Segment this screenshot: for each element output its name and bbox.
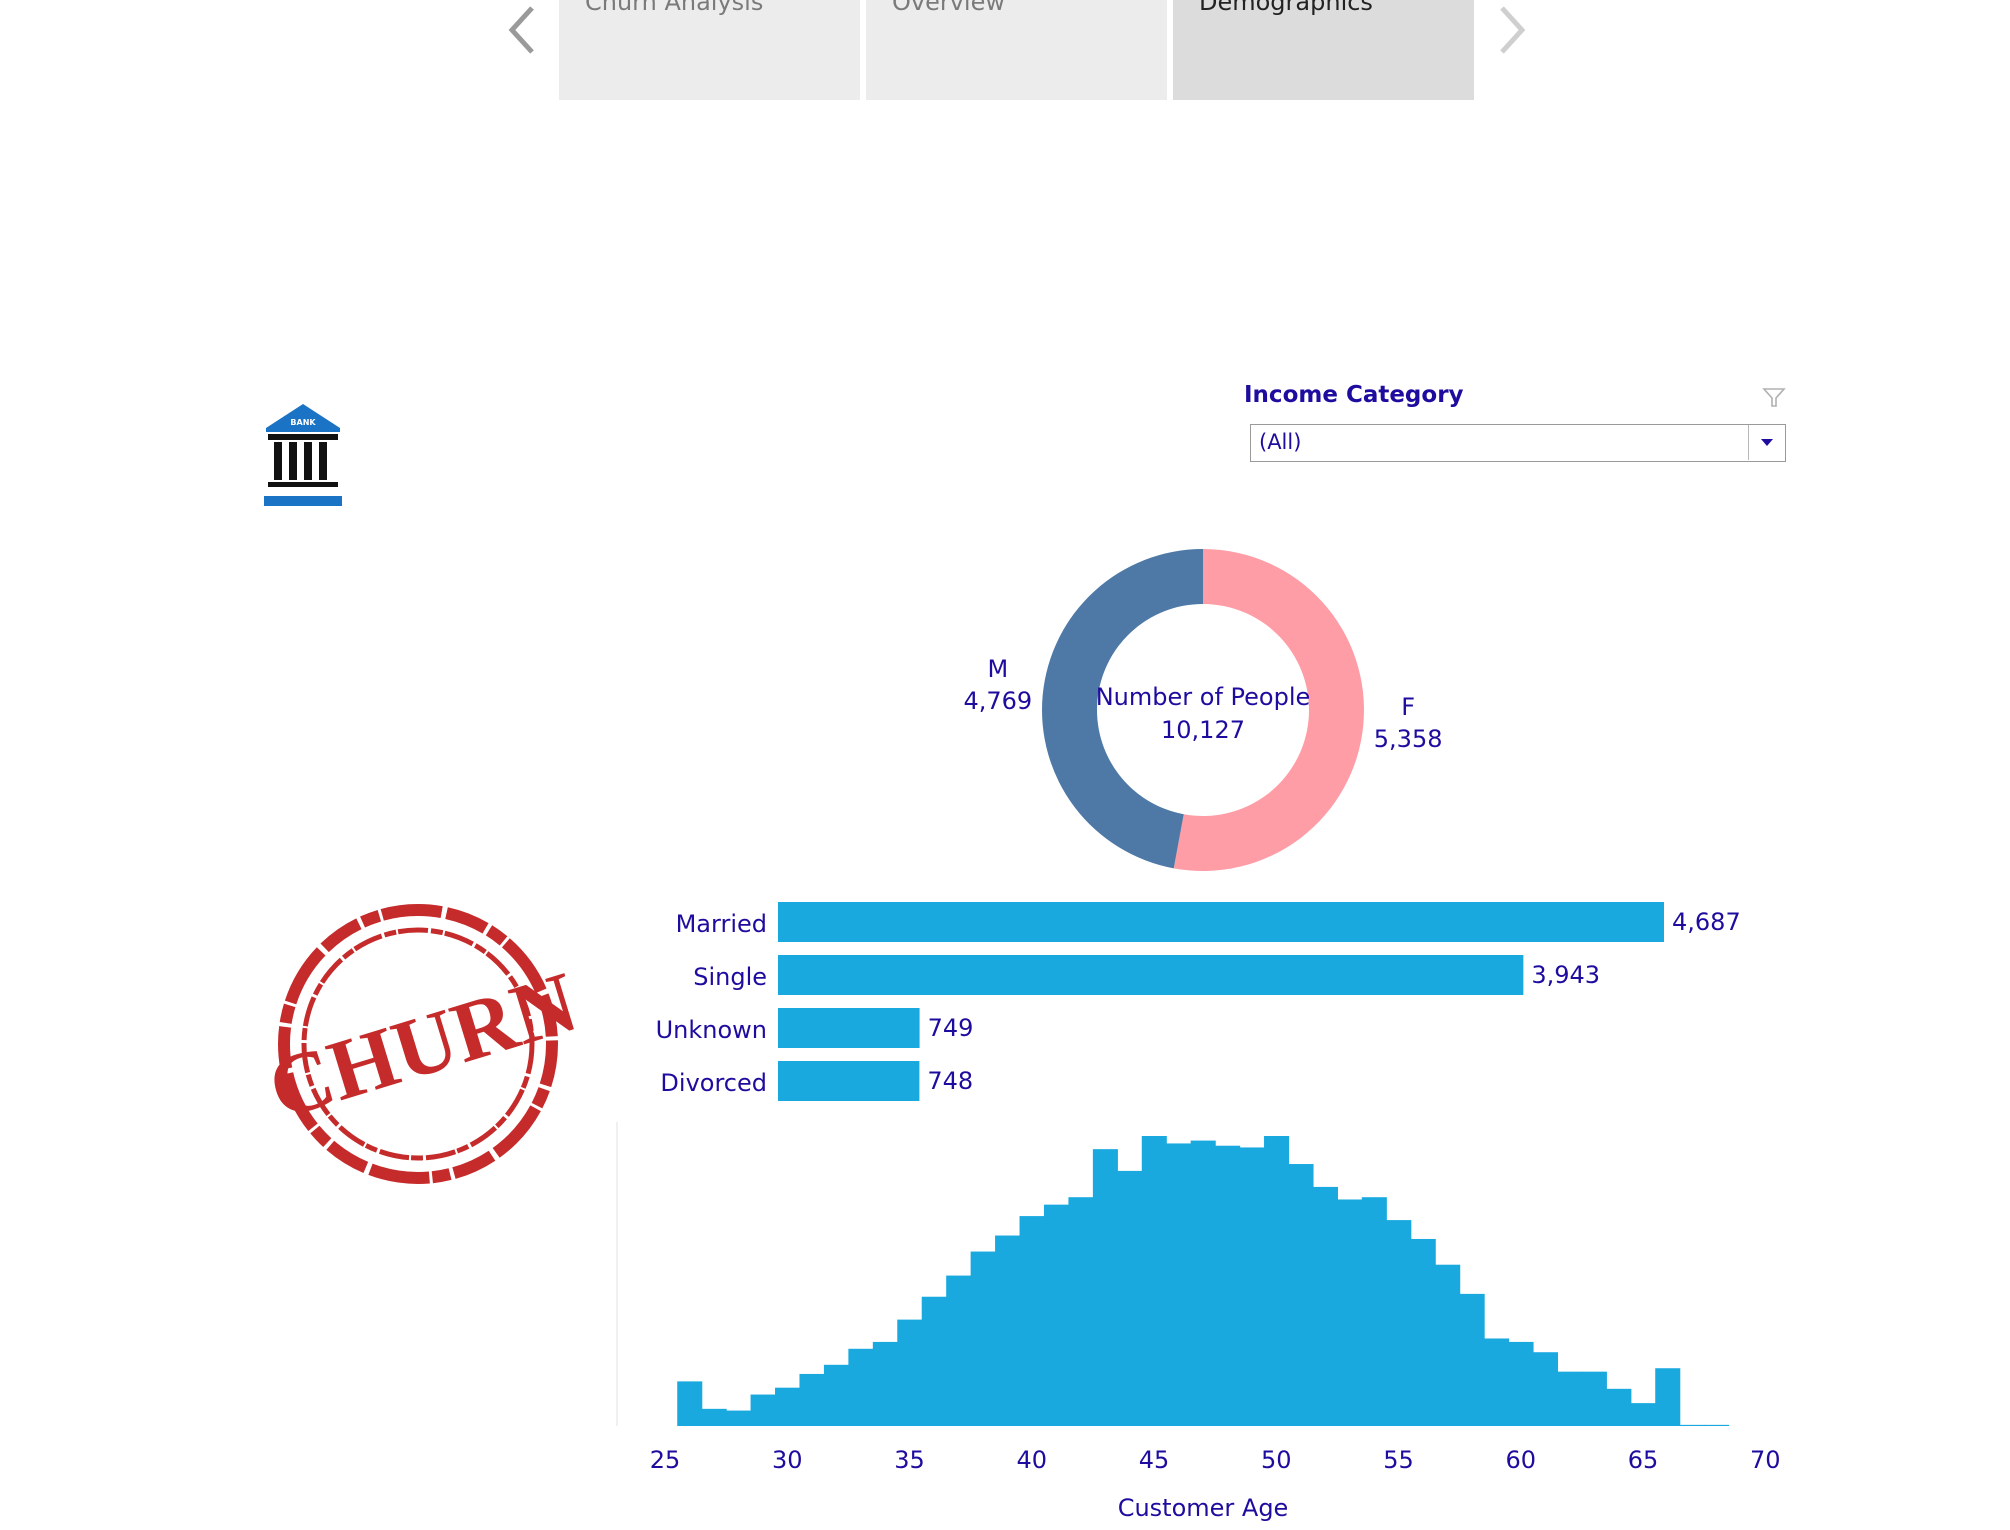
age-histogram-bar [726,1410,752,1426]
age-histogram-bar [1337,1199,1363,1426]
age-histogram-bar [1166,1143,1192,1426]
age-axis-tick-label: 35 [894,1446,925,1474]
age-histogram-bar [1117,1170,1143,1426]
age-histogram-bar [970,1251,996,1426]
age-histogram-bar [1704,1424,1730,1426]
age-histogram-bar [1019,1216,1045,1426]
age-histogram-bar [1459,1293,1485,1426]
age-histogram-bar [1386,1220,1412,1426]
age-histogram-bar [677,1381,703,1426]
age-axis-tick-label: 55 [1383,1446,1414,1474]
marital-value-label: 748 [927,1067,973,1095]
age-histogram-bar [1508,1341,1534,1426]
churn-stamp-image: CHURN [258,896,588,1192]
chevron-left-icon [508,6,534,54]
age-axis-tick-label: 50 [1261,1446,1292,1474]
age-histogram-bar [1190,1140,1216,1426]
donut-value-m: 4,769 [963,687,1032,715]
dropdown-selected-value: (All) [1259,430,1302,454]
age-axis-title: Customer Age [1118,1494,1289,1522]
age-axis-tick-label: 30 [772,1446,803,1474]
age-axis-tick-label: 25 [650,1446,681,1474]
age-histogram-bar [1606,1388,1632,1426]
age-histogram-bar [1312,1186,1338,1426]
age-axis-tick-label: 40 [1016,1446,1047,1474]
tabs-next-button[interactable] [1490,0,1532,66]
age-histogram-bar [1435,1264,1461,1426]
donut-value-f: 5,358 [1374,725,1443,753]
donut-label-m: M [987,655,1008,683]
age-histogram-bar [1264,1136,1290,1426]
age-histogram-bar [1557,1371,1583,1426]
age-histogram-bar [701,1408,727,1426]
tab-label: Churn Analysis [585,0,764,16]
donut-slice-m [1041,549,1203,869]
age-histogram-bar [848,1348,874,1426]
age-histogram-bar [1043,1204,1070,1426]
marital-category-label: Married [676,910,767,938]
age-axis-tick-label: 60 [1505,1446,1536,1474]
marital-bar [778,1061,920,1101]
age-histogram-bar [1655,1368,1681,1426]
age-histogram-bar [1092,1149,1118,1426]
marital-bar [778,955,1524,995]
age-histogram-bar [921,1296,947,1426]
tab-overview[interactable]: Overview [866,0,1168,100]
age-histogram-bar [1581,1371,1607,1426]
age-histogram-bar [1239,1147,1265,1426]
donut-label-f: F [1401,693,1415,721]
tab-churn-analysis[interactable]: Churn Analysis [559,0,861,100]
age-histogram-bar [1630,1403,1656,1426]
marital-value-label: 3,943 [1531,961,1600,989]
age-histogram-bar [750,1394,776,1426]
age-histogram-bar [1484,1338,1510,1426]
tabs-prev-button[interactable] [502,0,544,66]
age-histogram-bar [872,1341,898,1426]
age-histogram-bar [823,1364,849,1426]
age-axis-tick-label: 65 [1628,1446,1659,1474]
marital-category-label: Unknown [656,1016,767,1044]
age-histogram-bar [1679,1424,1705,1426]
marital-category-label: Divorced [660,1069,767,1097]
marital-bar [778,1008,920,1048]
age-histogram-bar [897,1319,923,1426]
age-histogram-bar [799,1373,825,1426]
age-histogram-bar [1361,1197,1387,1426]
age-histogram-bar [946,1275,972,1426]
donut-slice-f [1173,549,1364,871]
chevron-right-icon [1500,6,1526,54]
bank-logo: BANK [262,400,344,510]
age-histogram-bar [1288,1164,1314,1426]
age-axis-tick-label: 70 [1750,1446,1781,1474]
donut-center-label: Number of People [1096,683,1311,711]
caret-down-icon [1761,439,1773,446]
income-category-dropdown[interactable]: (All) [1250,424,1786,462]
logo-text: BANK [290,418,316,427]
age-histogram-bar [1068,1197,1094,1426]
marital-category-label: Single [693,963,767,991]
dropdown-toggle-button[interactable] [1748,425,1785,460]
age-axis-tick-label: 45 [1139,1446,1170,1474]
tab-label: Overview [892,0,1005,16]
age-histogram-bar [995,1235,1021,1426]
age-histogram-bar [775,1387,801,1426]
age-histogram-bar [1532,1352,1559,1426]
age-histogram-bar [1141,1136,1167,1426]
tab-label: Demographics [1199,0,1373,16]
marital-value-label: 749 [928,1014,974,1042]
marital-value-label: 4,687 [1672,908,1741,936]
age-histogram-bar [1215,1145,1241,1426]
age-histogram-bar [1410,1238,1436,1426]
income-category-filter-title: Income Category [1244,382,1464,408]
tab-demographics[interactable]: Demographics [1173,0,1475,100]
filter-icon[interactable] [1762,386,1786,410]
donut-center-value: 10,127 [1161,716,1245,744]
marital-bar [778,902,1664,942]
